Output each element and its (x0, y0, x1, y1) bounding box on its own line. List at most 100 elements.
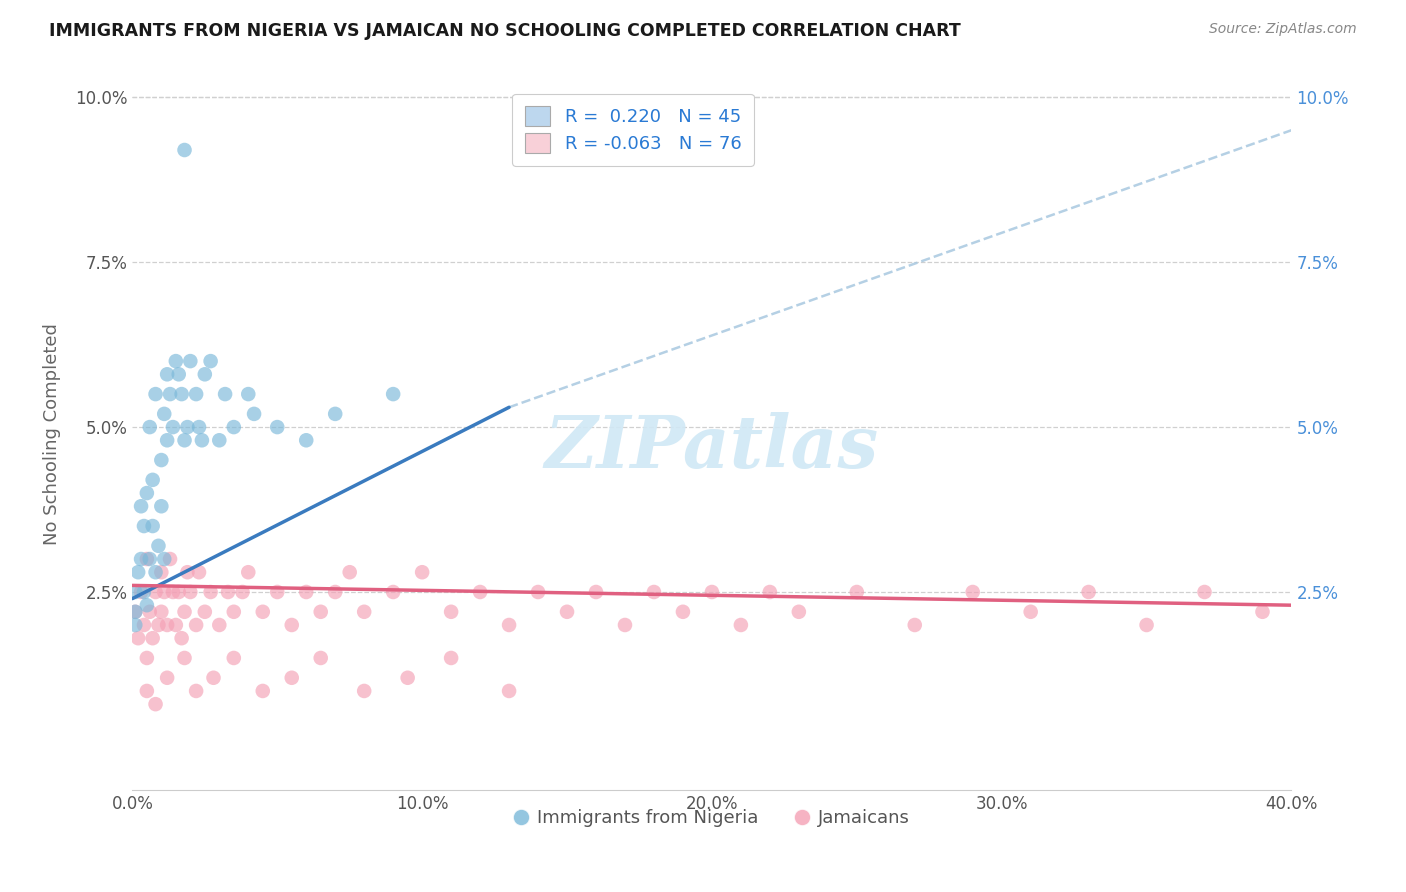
Point (124, 605, 146, 619)
Y-axis label: No Schooling Completed: No Schooling Completed (44, 323, 60, 545)
Point (295, 434, 318, 448)
Point (222, 651, 245, 665)
Point (231, 585, 253, 599)
Legend: Immigrants from Nigeria, Jamaicans: Immigrants from Nigeria, Jamaicans (506, 802, 917, 834)
Point (339, 565, 361, 579)
Point (252, 684, 274, 698)
Point (585, 585, 607, 599)
Text: Source: ZipAtlas.com: Source: ZipAtlas.com (1209, 22, 1357, 37)
Point (759, 585, 782, 599)
Text: IMMIGRANTS FROM NIGERIA VS JAMAICAN NO SCHOOLING COMPLETED CORRELATION CHART: IMMIGRANTS FROM NIGERIA VS JAMAICAN NO S… (49, 22, 960, 40)
Point (167, 368, 190, 382)
Point (173, 651, 195, 665)
Point (214, 387, 236, 401)
Point (323, 585, 346, 599)
Point (165, 354, 187, 368)
Point (643, 585, 665, 599)
Point (396, 671, 419, 685)
Point (672, 605, 695, 619)
Point (1251, 605, 1274, 619)
Point (162, 585, 184, 599)
Point (167, 585, 190, 599)
Point (184, 618, 207, 632)
Point (153, 407, 176, 421)
Point (252, 605, 274, 619)
Point (124, 585, 146, 599)
Point (129, 585, 152, 599)
Point (145, 565, 167, 579)
Point (200, 354, 222, 368)
Point (266, 420, 288, 434)
Point (170, 631, 193, 645)
Point (176, 420, 198, 434)
Point (165, 618, 187, 632)
Point (179, 585, 201, 599)
Point (153, 585, 176, 599)
Point (468, 585, 491, 599)
Point (382, 387, 405, 401)
Point (156, 368, 179, 382)
Point (159, 387, 181, 401)
Point (139, 552, 162, 566)
Point (1194, 585, 1216, 599)
Point (904, 618, 927, 632)
Point (555, 605, 578, 619)
Point (440, 651, 463, 665)
Point (787, 605, 810, 619)
Point (124, 605, 146, 619)
Point (156, 434, 179, 448)
Point (142, 519, 165, 533)
Point (142, 473, 165, 487)
Point (132, 585, 155, 599)
Point (200, 585, 222, 599)
Point (173, 434, 195, 448)
Point (173, 143, 195, 157)
Point (527, 585, 550, 599)
Point (145, 585, 167, 599)
Point (411, 565, 433, 579)
Point (498, 618, 520, 632)
Text: ZIPatlas: ZIPatlas (546, 412, 879, 483)
Point (139, 420, 162, 434)
Point (156, 671, 179, 685)
Point (135, 552, 157, 566)
Point (280, 671, 302, 685)
Point (153, 552, 176, 566)
Point (148, 539, 170, 553)
Point (179, 354, 201, 368)
Point (184, 387, 207, 401)
Point (129, 500, 152, 514)
Point (194, 605, 217, 619)
Point (127, 631, 149, 645)
Point (217, 585, 239, 599)
Point (142, 631, 165, 645)
Point (145, 697, 167, 711)
Point (222, 605, 245, 619)
Point (295, 585, 318, 599)
Point (700, 585, 723, 599)
Point (150, 565, 173, 579)
Point (184, 684, 207, 698)
Point (162, 420, 184, 434)
Point (132, 519, 155, 533)
Point (150, 500, 173, 514)
Point (309, 605, 332, 619)
Point (135, 684, 157, 698)
Point (148, 618, 170, 632)
Point (222, 420, 245, 434)
Point (145, 387, 167, 401)
Point (188, 565, 211, 579)
Point (132, 618, 155, 632)
Point (962, 585, 984, 599)
Point (353, 605, 375, 619)
Point (309, 651, 332, 665)
Point (188, 420, 211, 434)
Point (173, 605, 195, 619)
Point (353, 684, 375, 698)
Point (208, 618, 231, 632)
Point (498, 684, 520, 698)
Point (124, 618, 146, 632)
Point (1019, 605, 1042, 619)
Point (159, 552, 181, 566)
Point (202, 671, 225, 685)
